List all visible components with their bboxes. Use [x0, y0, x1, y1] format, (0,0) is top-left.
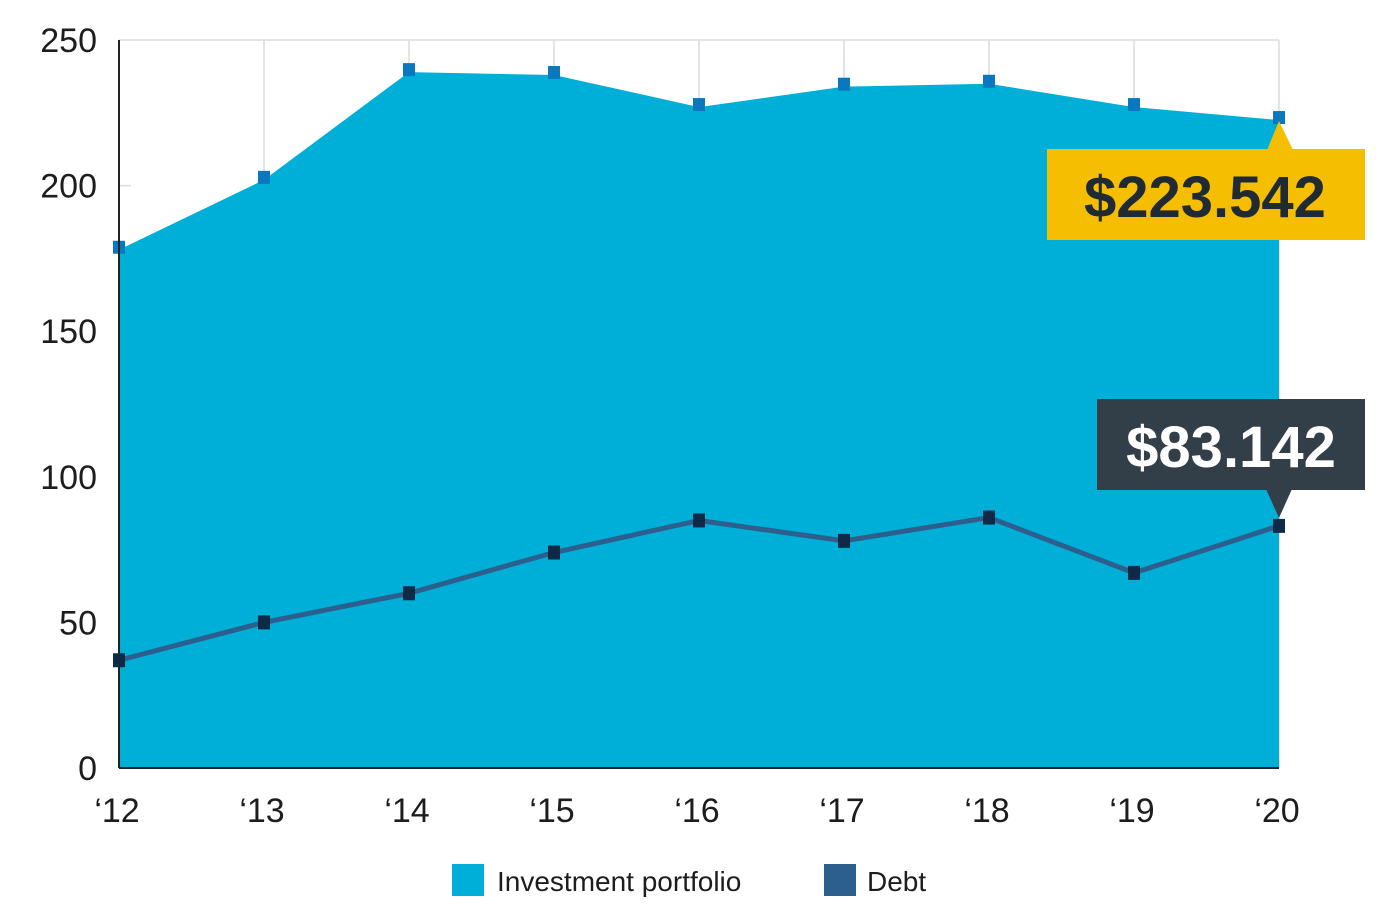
x-tick-label: ‘15 [529, 792, 574, 830]
tick-labels: 0 50 100 150 200 250 ‘12 ‘13 ‘14 ‘15 ‘16 ‘17 ‘18 ‘19 ‘… [40, 22, 1299, 830]
debt-marker [258, 615, 270, 630]
debt-callout-pointer [1266, 489, 1292, 518]
legend-label-debt: Debt [867, 866, 926, 897]
investment-marker [983, 74, 995, 88]
debt-line [113, 510, 1285, 668]
y-tick-label: 50 [59, 604, 97, 642]
x-tick-label: ‘14 [384, 792, 429, 830]
x-tick-label: ‘12 [94, 792, 139, 830]
debt-marker [113, 653, 125, 668]
x-tick-label: ‘17 [819, 792, 864, 830]
debt-marker [838, 533, 850, 548]
x-tick-label: ‘18 [964, 792, 1009, 830]
debt-marker [1273, 518, 1285, 533]
debt-marker [693, 513, 705, 528]
debt-marker [1128, 565, 1140, 580]
legend-label-investment: Investment portfolio [497, 866, 741, 897]
investment-callout-box [1047, 149, 1365, 240]
debt-marker [403, 586, 415, 601]
y-tick-label: 100 [40, 459, 97, 497]
legend-swatch-debt [824, 864, 856, 896]
debt-marker [548, 545, 560, 560]
debt-callout: $83.142 [1097, 399, 1365, 518]
investment-marker [1128, 98, 1140, 112]
x-tick-label: ‘13 [239, 792, 284, 830]
investment-marker [403, 63, 415, 77]
investment-marker [258, 170, 270, 184]
x-tick-label: ‘19 [1109, 792, 1154, 830]
axes [118, 40, 1279, 769]
investment-callout: $223.542 [1047, 121, 1365, 240]
investment-marker [838, 77, 850, 91]
callouts: $223.542 $83.142 [1047, 121, 1365, 518]
y-tick-label: 250 [40, 22, 97, 60]
debt-callout-box [1097, 399, 1365, 490]
x-tick-label: ‘20 [1254, 792, 1299, 830]
investment-callout-text: $223.542 [1084, 165, 1326, 230]
debt-callout-text: $83.142 [1126, 415, 1336, 480]
y-tick-label: 200 [40, 168, 97, 206]
investment-marker [693, 98, 705, 112]
investment-marker [1273, 111, 1285, 125]
y-tick-label: 150 [40, 313, 97, 351]
legend-swatch-investment [452, 864, 484, 896]
legend: Investment portfolio Debt [452, 864, 926, 897]
y-tick-label: 0 [78, 750, 97, 788]
investment-callout-pointer [1267, 121, 1293, 150]
x-tick-label: ‘16 [674, 792, 719, 830]
debt-marker [983, 510, 995, 525]
investment-marker [548, 66, 560, 80]
